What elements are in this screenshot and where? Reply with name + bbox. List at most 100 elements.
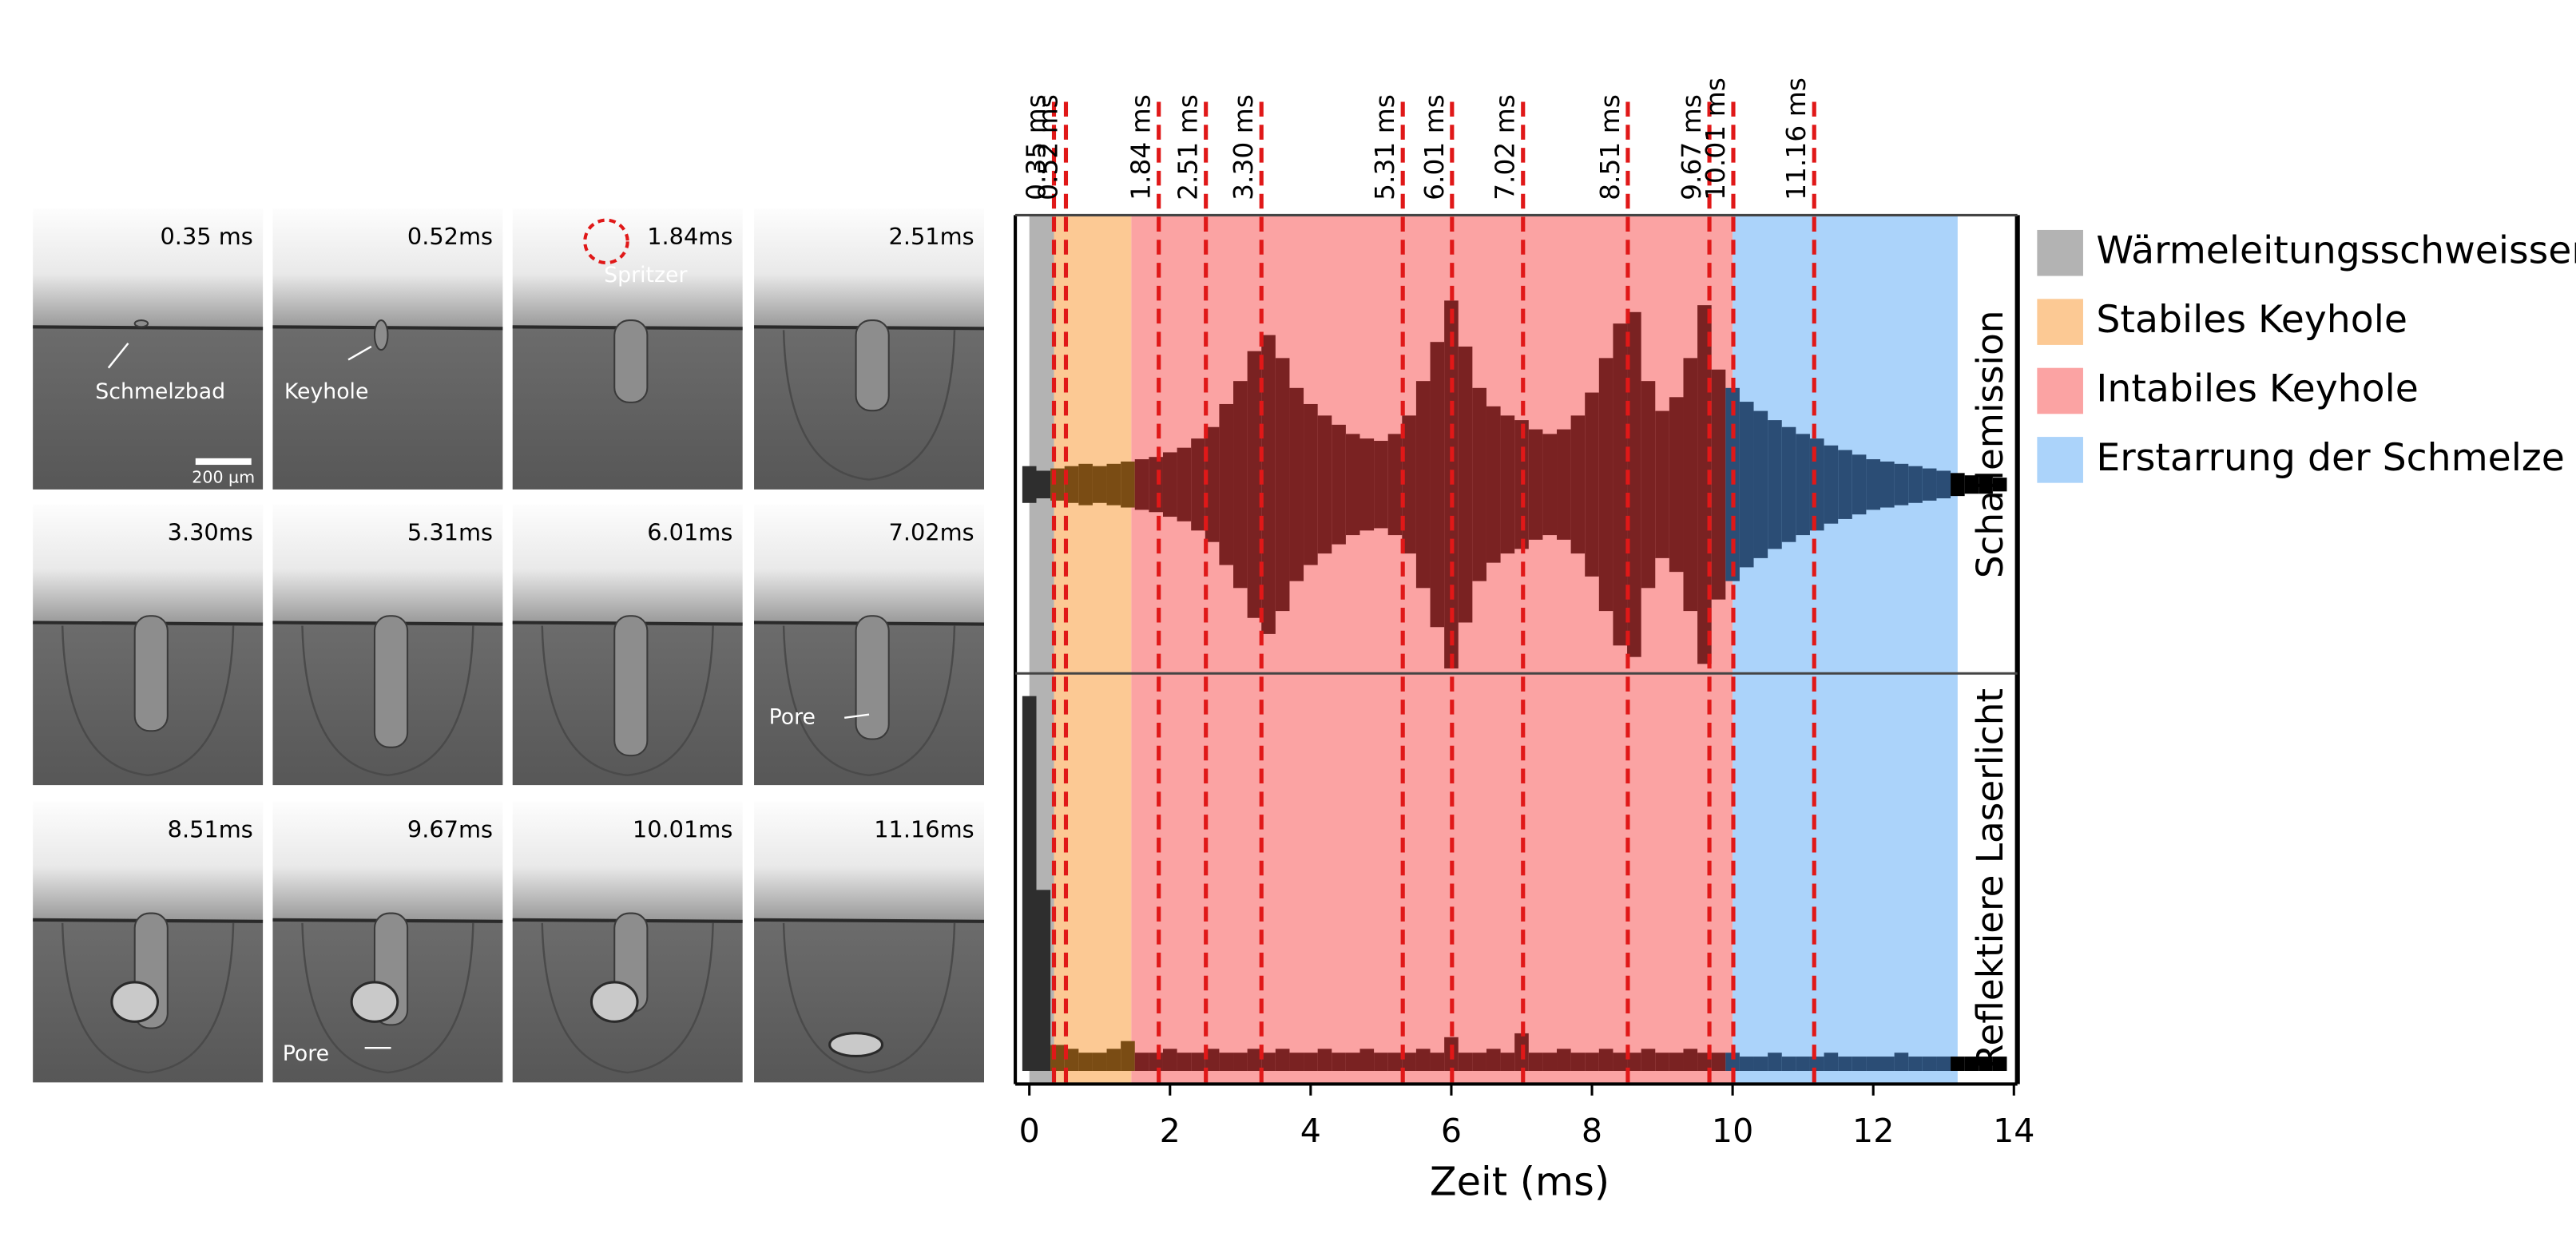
wave-bar xyxy=(1894,463,1909,506)
image-time: 10.01ms xyxy=(633,816,732,843)
x-tick-label: 10 xyxy=(1712,1112,1753,1150)
wave-bar xyxy=(1922,468,1937,501)
image-note: Schmelzbad xyxy=(95,379,225,404)
marker-label: 5.31 ms xyxy=(1369,94,1400,200)
image-panel: 7.02ms Pore xyxy=(754,504,985,786)
wave-bar xyxy=(1641,381,1656,589)
surface xyxy=(272,325,503,331)
wave-bar xyxy=(1908,466,1923,503)
wave-bar xyxy=(1683,1049,1698,1071)
wave-bar xyxy=(1992,1057,2007,1071)
image-time: 6.01ms xyxy=(647,518,732,545)
wave-bar xyxy=(1332,424,1346,545)
pore xyxy=(350,981,399,1023)
marker-label: 3.30 ms xyxy=(1228,94,1259,200)
melt-pool xyxy=(541,625,714,777)
wave-bar xyxy=(1177,447,1192,521)
wave-bar xyxy=(1092,466,1107,503)
wave-bar xyxy=(1191,1053,1205,1071)
wave-bar xyxy=(1598,358,1613,612)
arrow xyxy=(844,713,870,720)
image-note: Pore xyxy=(769,704,816,729)
wave-bar xyxy=(1304,1053,1318,1071)
wave-bar xyxy=(1036,470,1051,499)
melt-pool xyxy=(782,922,956,1074)
pore xyxy=(110,981,160,1023)
x-tick-label: 0 xyxy=(1019,1112,1040,1150)
wave-bar xyxy=(1374,441,1388,529)
wave-bar xyxy=(1275,1049,1290,1071)
image-panel: 0.52ms Keyhole xyxy=(272,208,503,490)
wave-bar xyxy=(1781,426,1796,542)
wave-bar xyxy=(1500,415,1515,554)
wave-bar xyxy=(1177,1053,1192,1071)
keyhole xyxy=(373,615,409,748)
pore xyxy=(828,1032,884,1058)
image-panel: 9.67ms Pore xyxy=(272,801,503,1083)
x-tick-label: 8 xyxy=(1582,1112,1602,1150)
wave-bar xyxy=(1951,473,1965,497)
wave-bar xyxy=(1753,1057,1768,1071)
legend-swatch xyxy=(2037,299,2083,345)
image-bottom xyxy=(33,327,264,490)
wave-bar xyxy=(1247,351,1262,618)
wave-bar xyxy=(1486,406,1501,563)
wave-bar xyxy=(1205,1049,1220,1071)
marker-label: 2.51 ms xyxy=(1173,94,1204,200)
wave-bar xyxy=(1852,454,1867,515)
wave-bar xyxy=(1669,1053,1684,1071)
wave-bar xyxy=(1979,475,1993,494)
wave-bar xyxy=(1415,381,1431,589)
melt-pool xyxy=(301,922,474,1074)
image-top xyxy=(272,801,503,920)
wave-bar xyxy=(1936,470,1951,499)
wave-bar xyxy=(1796,434,1810,536)
wave-bar xyxy=(1866,459,1881,510)
wave-bar xyxy=(1121,1041,1135,1071)
panel-label: Schallemission xyxy=(1969,311,2011,579)
wave-bar xyxy=(1500,1053,1515,1071)
image-time: 8.51ms xyxy=(168,816,253,843)
wave-bar xyxy=(1233,1053,1248,1071)
wave-bar xyxy=(1809,1057,1824,1071)
image-top xyxy=(754,801,985,920)
legend-swatch xyxy=(2037,437,2083,483)
marker-label: 0.35 ms xyxy=(1020,94,1051,200)
wave-bar xyxy=(1880,461,1895,508)
x-tick-label: 6 xyxy=(1441,1112,1462,1150)
wave-bar xyxy=(1121,461,1135,508)
wave-bar xyxy=(1078,463,1093,506)
wave-bar xyxy=(1514,420,1529,549)
wave-bar xyxy=(1852,1057,1867,1071)
wave-bar xyxy=(1557,1049,1571,1071)
x-tick-label: 2 xyxy=(1160,1112,1181,1150)
wave-bar xyxy=(1739,1057,1754,1071)
wave-bar xyxy=(1162,452,1177,517)
wave-bar xyxy=(1542,434,1558,536)
wave-bar xyxy=(1092,1053,1107,1071)
wave-bar xyxy=(1613,1053,1628,1071)
wave-bar xyxy=(1964,1057,1979,1071)
wave-bar xyxy=(1641,1049,1656,1071)
wave-bar xyxy=(1669,397,1684,573)
x-axis-label: Zeit (ms) xyxy=(1430,1158,1610,1204)
wave-bar xyxy=(1570,415,1586,554)
wave-bar xyxy=(1711,369,1726,600)
wave-bar xyxy=(1458,1053,1473,1071)
wave-bar xyxy=(1458,346,1473,623)
wave-bar xyxy=(1191,438,1205,531)
legend-swatch xyxy=(2037,367,2083,414)
wave-bar xyxy=(1106,463,1121,506)
wave-bar xyxy=(1304,403,1318,565)
image-time: 1.84ms xyxy=(647,223,732,250)
wave-bar xyxy=(1317,415,1332,554)
image-time: 9.67ms xyxy=(407,816,493,843)
surface xyxy=(33,325,264,331)
keyhole xyxy=(613,615,649,757)
wave-bar xyxy=(1627,1053,1641,1071)
x-tick-label: 4 xyxy=(1300,1112,1321,1150)
wave-bar xyxy=(1585,392,1599,577)
wave-bar xyxy=(1725,1053,1740,1071)
wave-bar xyxy=(1951,1057,1965,1071)
